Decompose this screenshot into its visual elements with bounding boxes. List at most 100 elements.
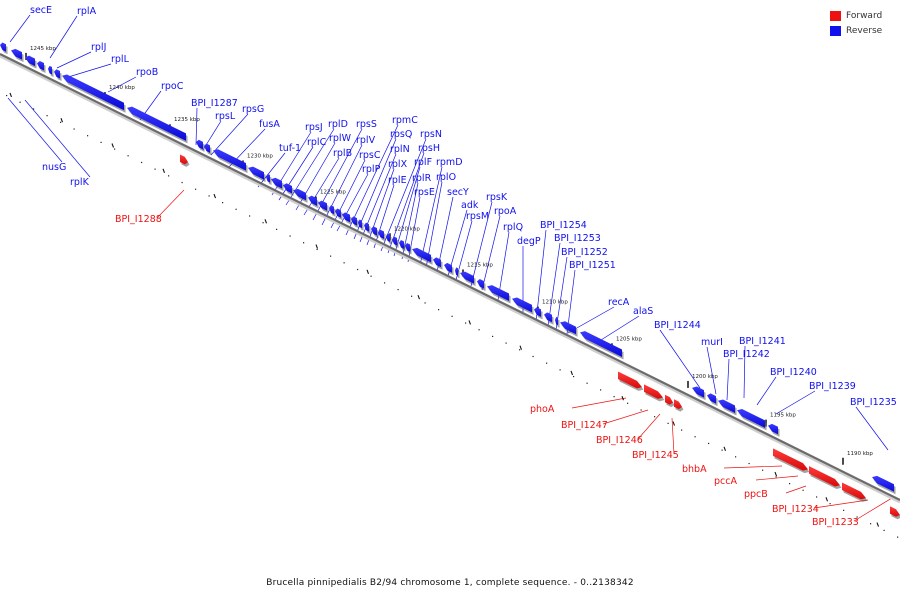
minor-tick-dot bbox=[87, 135, 88, 136]
major-tick-dash bbox=[367, 270, 369, 274]
gene-label-phoa: phoA bbox=[530, 404, 555, 415]
major-tick-dash bbox=[724, 447, 726, 451]
minor-tick-dot bbox=[101, 142, 102, 143]
minor-tick-dot bbox=[587, 383, 588, 384]
genome-axis bbox=[0, 54, 900, 500]
gene-label-bpi-i1253: BPI_I1253 bbox=[554, 233, 601, 244]
minor-tick-dot bbox=[681, 429, 682, 430]
gene-label-rplv: rplV bbox=[356, 135, 376, 146]
minor-tick-dot bbox=[317, 249, 318, 250]
gene-label-rpld: rplD bbox=[328, 119, 348, 130]
axis-tick-label: 1235 kbp bbox=[174, 117, 200, 123]
minor-tick-dot bbox=[749, 463, 750, 464]
gene-label-bpi-i1241: BPI_I1241 bbox=[739, 336, 786, 347]
major-tick-dash bbox=[826, 497, 828, 501]
gene-label-rpsn: rpsN bbox=[420, 129, 442, 140]
forward-leader-line bbox=[724, 466, 782, 468]
minor-tick-dot bbox=[330, 256, 331, 257]
minor-tick-dot bbox=[222, 202, 223, 203]
minor-tick-dot bbox=[209, 195, 210, 196]
gene-label-bpi-i1288: BPI_I1288 bbox=[115, 214, 162, 225]
minor-tick-dot bbox=[236, 209, 237, 210]
minor-tick-dot bbox=[789, 483, 790, 484]
minor-tick-dot bbox=[438, 309, 439, 310]
minor-tick-dot bbox=[47, 115, 48, 116]
axis-tick-label: 1245 kbp bbox=[30, 46, 56, 52]
reverse-gene-arrow bbox=[392, 236, 397, 245]
gene-label-fusa: fusA bbox=[259, 119, 280, 130]
minor-tick-dot bbox=[6, 95, 7, 96]
minor-tick-dot bbox=[897, 537, 898, 538]
axis-tick-label: 1200 kbp bbox=[692, 374, 718, 380]
gene-label-rpsl: rpsL bbox=[215, 111, 236, 122]
major-tick-dash bbox=[61, 118, 63, 122]
gene-label-rplj: rplJ bbox=[91, 42, 106, 53]
minor-tick-dot bbox=[830, 503, 831, 504]
minor-tick-dot bbox=[479, 329, 480, 330]
gene-label-bpi-i1287: BPI_I1287 bbox=[191, 98, 238, 109]
legend: Forward Reverse bbox=[830, 8, 888, 38]
minor-tick-dot bbox=[735, 456, 736, 457]
gene-label-bpi-i1252: BPI_I1252 bbox=[561, 247, 608, 258]
reverse-gene-arrow bbox=[455, 267, 458, 275]
reverse-leader-line bbox=[482, 216, 500, 290]
gene-label-rpob: rpoB bbox=[136, 67, 158, 78]
major-tick-dash bbox=[214, 194, 216, 198]
minor-tick-dot bbox=[884, 530, 885, 531]
major-tick-dash bbox=[520, 346, 522, 350]
legend-reverse: Reverse bbox=[830, 23, 888, 38]
gene-label-bpi-i1235: BPI_I1235 bbox=[850, 397, 897, 408]
forward-leader-line bbox=[756, 476, 798, 480]
gene-label-tuf-1: tuf-1 bbox=[279, 143, 301, 154]
minor-tick-dot bbox=[695, 436, 696, 437]
major-tick-dash bbox=[112, 144, 114, 148]
reverse-leader-line bbox=[757, 377, 776, 405]
minor-tick-dot bbox=[708, 443, 709, 444]
minor-tick-dot bbox=[141, 162, 142, 163]
minor-tick-dot bbox=[762, 470, 763, 471]
minor-tick-dot bbox=[249, 215, 250, 216]
minor-tick-dot bbox=[776, 476, 777, 477]
legend-forward-label: Forward bbox=[846, 11, 882, 21]
minor-tick-dot bbox=[398, 289, 399, 290]
gene-label-rplw: rplW bbox=[329, 133, 352, 144]
minor-tick-dot bbox=[533, 356, 534, 357]
gene-label-bpi-i1245: BPI_I1245 bbox=[632, 450, 679, 461]
major-tick-dash bbox=[316, 245, 318, 249]
minor-tick-dot bbox=[452, 316, 453, 317]
minor-tick-dot bbox=[411, 296, 412, 297]
gene-label-rplo: rplO bbox=[436, 172, 456, 183]
reverse-gene-arrow bbox=[405, 243, 410, 252]
gene-label-rplp: rplP bbox=[362, 164, 381, 175]
reverse-leader-line bbox=[707, 347, 716, 394]
minor-tick-dot bbox=[816, 496, 817, 497]
legend-forward: Forward bbox=[830, 8, 888, 23]
gene-label-rpoa: rpoA bbox=[494, 206, 517, 217]
major-tick-dash bbox=[469, 320, 471, 324]
major-tick-dash bbox=[418, 295, 420, 299]
minor-tick-dot bbox=[155, 169, 156, 170]
reverse-gene-arrow bbox=[386, 233, 390, 242]
legend-reverse-label: Reverse bbox=[846, 26, 882, 36]
minor-tick-dot bbox=[803, 490, 804, 491]
gene-label-reca: recA bbox=[608, 297, 630, 308]
gene-label-rpss: rpsS bbox=[356, 119, 377, 130]
minor-tick-dot bbox=[20, 102, 21, 103]
gene-label-bpi-i1239: BPI_I1239 bbox=[809, 381, 856, 392]
forward-leader-line bbox=[814, 500, 868, 508]
minor-tick-dot bbox=[357, 269, 358, 270]
gene-label-rplk: rplK bbox=[70, 177, 90, 188]
axis-tick-label: 1225 kbp bbox=[320, 190, 346, 196]
gene-label-rple: rplE bbox=[388, 175, 407, 186]
forward-gene-arrow bbox=[665, 395, 673, 405]
gene-label-rpmc: rpmC bbox=[392, 115, 418, 126]
major-tick-dash bbox=[265, 219, 267, 223]
gene-label-bhba: bhbA bbox=[682, 464, 707, 475]
minor-tick-dot bbox=[276, 229, 277, 230]
gene-label-rpsq: rpsQ bbox=[390, 129, 412, 140]
minor-tick-dot bbox=[843, 510, 844, 511]
